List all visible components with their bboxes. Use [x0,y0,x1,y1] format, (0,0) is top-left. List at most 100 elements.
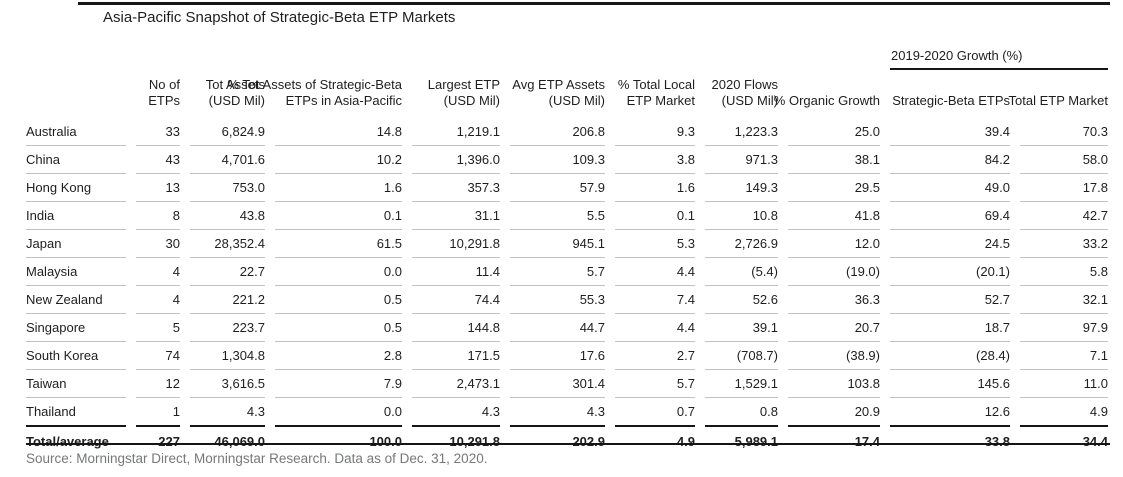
column-header-no-of-etps: No of ETPs [148,77,180,108]
value-cell: 25.0 [788,118,880,146]
column-header-largest-etp: Largest ETP (USD Mil) [427,77,500,108]
value-cell: 1 [172,404,180,419]
table-row: Taiwan 12 3,616.5 7.9 2,473.1 301.4 5.7 1,529.1… [26,370,1108,398]
value-cell: 144.8 [412,314,500,342]
value-cell: 301.4 [510,370,605,398]
column-header-avg-etp-assets: Avg ETP Assets (USD Mil) [512,77,605,108]
value-cell: 0.1 [275,202,402,230]
value-cell: 36.3 [788,286,880,314]
column-header-row: No of ETPs Tot Assets (USD Mil) % Tot Asse… [26,70,1108,118]
table-row: Singapore 5 223.7 0.5 144.8 44.7 4.4 39.1 20.7 18… [26,314,1108,342]
value-cell: 44.7 [510,314,605,342]
value-cell: 4.9 [1089,404,1108,419]
value-cell: 32.1 [1020,286,1108,314]
column-header-total-etp-market: Total ETP Market [1008,93,1108,108]
table-row: Hong Kong 13 753.0 1.6 357.3 57.9 1.6 149.3 29.5… [26,174,1108,202]
value-cell: 5 [136,314,180,342]
value-cell: 74.4 [412,286,500,314]
group-header-growth: 2019-2020 Growth (%) [890,34,1108,70]
value-cell: 100.0 [275,425,402,455]
value-cell: 41.8 [788,202,880,230]
value-cell: 2,726.9 [705,230,778,258]
total-row-label: Total/average [26,425,126,455]
value-cell: 149.3 [705,174,778,202]
country-cell: Taiwan [26,370,126,398]
value-cell: 38.1 [788,146,880,174]
value-cell: 1,396.0 [412,146,500,174]
value-cell: 202.9 [510,425,605,455]
value-cell: 4 [136,286,180,314]
value-cell: 18.7 [890,314,1010,342]
value-cell: 39.1 [705,314,778,342]
value-cell: 39.4 [890,118,1010,146]
table-row: China 43 4,701.6 10.2 1,396.0 109.3 3.8 971.3 38… [26,146,1108,174]
value-cell: 945.1 [510,230,605,258]
top-rule [78,2,1110,5]
value-cell: 43 [136,146,180,174]
country-cell: India [26,202,126,230]
value-cell: 30 [136,230,180,258]
table-header: 2019-2020 Growth (%) No of ETPs Tot Asset… [26,34,1108,118]
etp-markets-table: 2019-2020 Growth (%) No of ETPs Tot Asset… [16,34,1118,455]
table-row: Australia 33 6,824.9 14.8 1,219.1 206.8 9.3 1,2… [26,118,1108,146]
value-cell: 57.9 [510,174,605,202]
country-cell: Singapore [26,314,126,342]
value-cell: 4 [136,258,180,286]
value-cell: 753.0 [190,174,265,202]
value-cell: 11.0 [1020,370,1108,398]
value-cell: (19.0) [788,258,880,286]
value-cell: 1,219.1 [412,118,500,146]
value-cell: 206.8 [510,118,605,146]
value-cell: 10.2 [275,146,402,174]
source-note: Source: Morningstar Direct, Morningstar … [26,451,488,466]
table-row: South Korea 74 1,304.8 2.8 171.5 17.6 2.7 (708.… [26,342,1108,370]
value-cell: 4.3 [586,404,605,419]
table-title: Asia-Pacific Snapshot of Strategic-Beta … [103,9,456,26]
value-cell: 103.8 [788,370,880,398]
value-cell: 52.6 [705,286,778,314]
country-cell: New Zealand [26,286,126,314]
value-cell: (38.9) [788,342,880,370]
value-cell: 20.7 [788,314,880,342]
value-cell: 221.2 [190,286,265,314]
value-cell: 12.0 [788,230,880,258]
value-cell: 7.1 [1020,342,1108,370]
group-header-row: 2019-2020 Growth (%) [26,34,1108,70]
value-cell: 13 [136,174,180,202]
value-cell: 1,304.8 [190,342,265,370]
value-cell: 43.8 [190,202,265,230]
value-cell: 2.7 [615,342,695,370]
value-cell: 1.6 [275,174,402,202]
table-row: Malaysia 4 22.7 0.0 11.4 5.7 4.4 (5.4) (19.0) (20… [26,258,1108,286]
table-row: India 8 43.8 0.1 31.1 5.5 0.1 10.8 41.8 69.4 42.7 [26,202,1108,230]
value-cell: 52.7 [890,286,1010,314]
value-cell: 14.8 [275,118,402,146]
value-cell: 20.9 [854,404,880,419]
value-cell: 70.3 [1020,118,1108,146]
value-cell: 17.4 [788,425,880,455]
value-cell: 5.3 [615,230,695,258]
value-cell: 58.0 [1020,146,1108,174]
country-cell: Hong Kong [26,174,126,202]
group-header-spacer [26,34,880,70]
column-header-pct-total-local: % Total Local ETP Market [617,77,695,108]
value-cell: 0.0 [383,404,402,419]
value-cell: 5.8 [1020,258,1108,286]
country-cell: China [26,146,126,174]
value-cell: 17.8 [1020,174,1108,202]
value-cell: 1,529.1 [705,370,778,398]
value-cell: 2,473.1 [412,370,500,398]
value-cell: 42.7 [1020,202,1108,230]
value-cell: 29.5 [788,174,880,202]
value-cell: 24.5 [890,230,1010,258]
country-cell: Thailand [26,404,76,419]
value-cell: 10,291.8 [412,230,500,258]
value-cell: 145.6 [890,370,1010,398]
value-cell: 5,989.1 [705,425,778,455]
value-cell: 0.1 [615,202,695,230]
value-cell: 3.8 [615,146,695,174]
column-header-tot-assets: Tot Assets (USD Mil) [205,77,265,108]
value-cell: 74 [136,342,180,370]
value-cell: 34.4 [1020,425,1108,455]
value-cell: 7.9 [275,370,402,398]
